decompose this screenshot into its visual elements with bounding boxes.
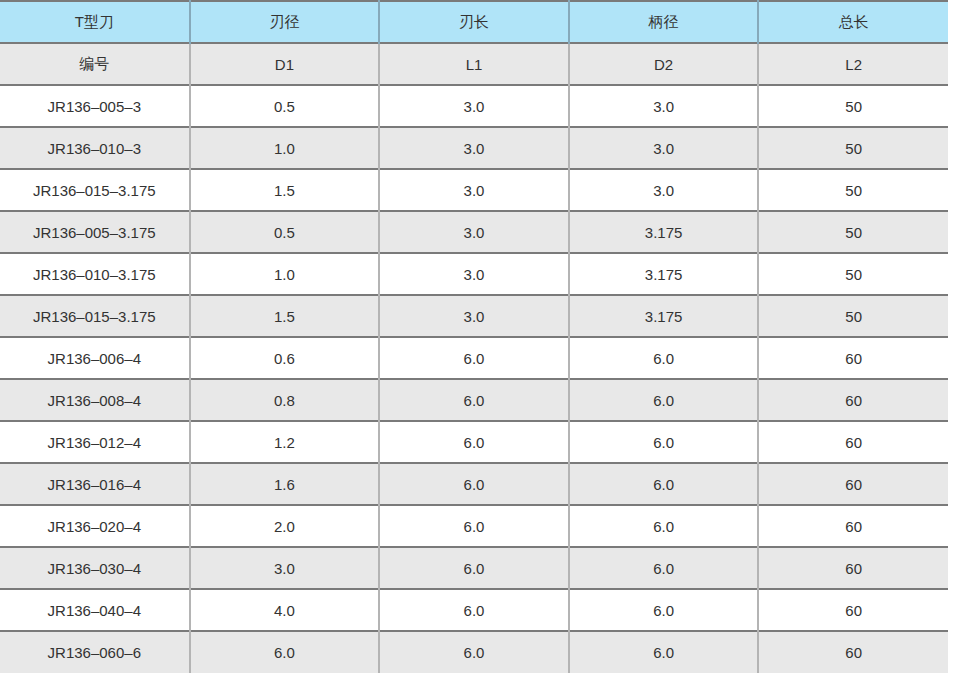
- column-header-code-4: L2: [758, 43, 948, 85]
- value-cell-d1: 0.8: [190, 379, 380, 421]
- value-cell-l2: 60: [758, 379, 948, 421]
- value-cell-d2: 3.0: [569, 85, 759, 127]
- table-row: JR136–060–66.06.06.060: [0, 631, 948, 673]
- value-cell-d2: 6.0: [569, 337, 759, 379]
- value-cell-d2: 3.175: [569, 253, 759, 295]
- column-header-group-2: 刃长: [379, 1, 569, 43]
- value-cell-l1: 6.0: [379, 379, 569, 421]
- table-row: JR136–010–3.1751.03.03.17550: [0, 253, 948, 295]
- value-cell-l1: 3.0: [379, 127, 569, 169]
- value-cell-d1: 0.6: [190, 337, 380, 379]
- value-cell-d2: 6.0: [569, 631, 759, 673]
- value-cell-l1: 6.0: [379, 463, 569, 505]
- column-header-code-1: D1: [190, 43, 380, 85]
- column-header-code-2: L1: [379, 43, 569, 85]
- value-cell-d2: 6.0: [569, 463, 759, 505]
- table-row: JR136–010–31.03.03.050: [0, 127, 948, 169]
- value-cell-d2: 6.0: [569, 589, 759, 631]
- value-cell-d1: 0.5: [190, 211, 380, 253]
- value-cell-l2: 60: [758, 547, 948, 589]
- value-cell-d1: 0.5: [190, 85, 380, 127]
- column-header-group-1: 刃径: [190, 1, 380, 43]
- header-row-code: 编号D1L1D2L2: [0, 43, 948, 85]
- column-header-group-4: 总长: [758, 1, 948, 43]
- part-number-cell: JR136–012–4: [0, 421, 190, 463]
- value-cell-l1: 3.0: [379, 85, 569, 127]
- header-row-group: T型刀刃径刃长柄径总长: [0, 1, 948, 43]
- value-cell-d2: 3.175: [569, 211, 759, 253]
- part-number-cell: JR136–008–4: [0, 379, 190, 421]
- table-body: JR136–005–30.53.03.050JR136–010–31.03.03…: [0, 85, 948, 673]
- part-number-cell: JR136–030–4: [0, 547, 190, 589]
- value-cell-l1: 6.0: [379, 421, 569, 463]
- value-cell-d1: 1.0: [190, 127, 380, 169]
- value-cell-l2: 50: [758, 295, 948, 337]
- value-cell-d2: 3.0: [569, 169, 759, 211]
- part-number-cell: JR136–005–3.175: [0, 211, 190, 253]
- part-number-cell: JR136–010–3: [0, 127, 190, 169]
- table-row: JR136–006–40.66.06.060: [0, 337, 948, 379]
- value-cell-d2: 6.0: [569, 547, 759, 589]
- column-header-group-0: T型刀: [0, 1, 190, 43]
- value-cell-d1: 6.0: [190, 631, 380, 673]
- table-row: JR136–008–40.86.06.060: [0, 379, 948, 421]
- value-cell-d1: 1.6: [190, 463, 380, 505]
- table-row: JR136–005–3.1750.53.03.17550: [0, 211, 948, 253]
- part-number-cell: JR136–005–3: [0, 85, 190, 127]
- table-row: JR136–040–44.06.06.060: [0, 589, 948, 631]
- value-cell-l1: 6.0: [379, 631, 569, 673]
- column-header-code-0: 编号: [0, 43, 190, 85]
- value-cell-d2: 3.175: [569, 295, 759, 337]
- value-cell-l1: 6.0: [379, 589, 569, 631]
- column-header-group-3: 柄径: [569, 1, 759, 43]
- value-cell-l1: 3.0: [379, 211, 569, 253]
- value-cell-l2: 60: [758, 463, 948, 505]
- value-cell-l2: 50: [758, 169, 948, 211]
- value-cell-d1: 2.0: [190, 505, 380, 547]
- value-cell-l2: 50: [758, 85, 948, 127]
- part-number-cell: JR136–016–4: [0, 463, 190, 505]
- table-row: JR136–030–43.06.06.060: [0, 547, 948, 589]
- value-cell-d1: 1.5: [190, 295, 380, 337]
- value-cell-d1: 4.0: [190, 589, 380, 631]
- table-row: JR136–016–41.66.06.060: [0, 463, 948, 505]
- value-cell-l1: 6.0: [379, 547, 569, 589]
- part-number-cell: JR136–060–6: [0, 631, 190, 673]
- table-row: JR136–015–3.1751.53.03.050: [0, 169, 948, 211]
- part-number-cell: JR136–006–4: [0, 337, 190, 379]
- value-cell-l2: 50: [758, 127, 948, 169]
- tool-spec-table: T型刀刃径刃长柄径总长 编号D1L1D2L2 JR136–005–30.53.0…: [0, 0, 948, 673]
- value-cell-d2: 6.0: [569, 379, 759, 421]
- value-cell-l2: 60: [758, 505, 948, 547]
- value-cell-l1: 6.0: [379, 337, 569, 379]
- part-number-cell: JR136–015–3.175: [0, 295, 190, 337]
- value-cell-d1: 1.2: [190, 421, 380, 463]
- part-number-cell: JR136–040–4: [0, 589, 190, 631]
- value-cell-d1: 1.5: [190, 169, 380, 211]
- value-cell-l1: 6.0: [379, 505, 569, 547]
- table-row: JR136–012–41.26.06.060: [0, 421, 948, 463]
- value-cell-d2: 6.0: [569, 421, 759, 463]
- table-row: JR136–020–42.06.06.060: [0, 505, 948, 547]
- value-cell-l1: 3.0: [379, 253, 569, 295]
- table-row: JR136–015–3.1751.53.03.17550: [0, 295, 948, 337]
- value-cell-l2: 60: [758, 337, 948, 379]
- value-cell-l2: 50: [758, 253, 948, 295]
- value-cell-l2: 60: [758, 421, 948, 463]
- table-header: T型刀刃径刃长柄径总长 编号D1L1D2L2: [0, 1, 948, 85]
- value-cell-d1: 1.0: [190, 253, 380, 295]
- column-header-code-3: D2: [569, 43, 759, 85]
- table-row: JR136–005–30.53.03.050: [0, 85, 948, 127]
- part-number-cell: JR136–010–3.175: [0, 253, 190, 295]
- part-number-cell: JR136–015–3.175: [0, 169, 190, 211]
- value-cell-d2: 3.0: [569, 127, 759, 169]
- value-cell-d2: 6.0: [569, 505, 759, 547]
- value-cell-l2: 60: [758, 631, 948, 673]
- value-cell-l2: 60: [758, 589, 948, 631]
- value-cell-l1: 3.0: [379, 169, 569, 211]
- value-cell-l1: 3.0: [379, 295, 569, 337]
- value-cell-d1: 3.0: [190, 547, 380, 589]
- value-cell-l2: 50: [758, 211, 948, 253]
- part-number-cell: JR136–020–4: [0, 505, 190, 547]
